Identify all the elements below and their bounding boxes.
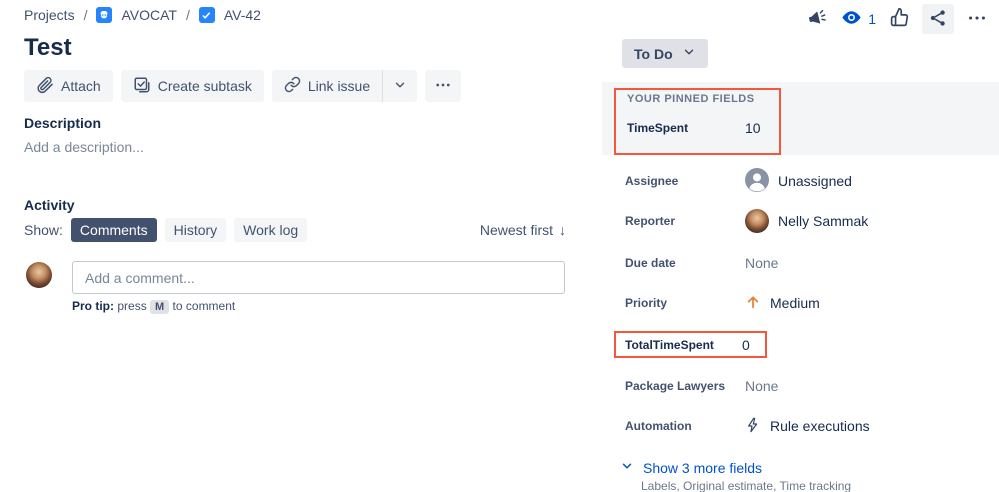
field-value-automation[interactable]: Rule executions [745,416,870,437]
reporter-value: Nelly Sammak [778,213,869,229]
eye-icon [840,6,863,32]
field-row-due-date: Due date None [625,254,990,272]
link-issue-dropdown-button[interactable] [382,70,418,102]
breadcrumb-issue-key[interactable]: AV-42 [223,7,261,23]
paperclip-icon [36,76,54,97]
create-subtask-button[interactable]: Create subtask [120,70,264,102]
chevron-down-icon [393,78,407,95]
more-actions-button[interactable] [961,4,993,34]
priority-medium-icon [745,294,761,313]
assignee-value: Unassigned [778,173,852,189]
comment-pro-tip: Pro tip: press M to comment [72,299,236,314]
hidden-fields-summary: Labels, Original estimate, Time tracking [641,479,852,492]
ellipsis-icon [434,76,452,97]
share-icon [928,8,948,31]
field-label: TotalTimeSpent [625,337,714,352]
field-row-package-lawyers: Package Lawyers None [625,377,990,395]
lightning-icon [745,416,761,437]
thumbs-up-icon [889,7,910,31]
priority-value: Medium [770,295,820,311]
reporter-avatar [745,209,769,233]
field-value-due-date[interactable]: None [745,255,779,271]
field-row-automation: Automation Rule executions [625,414,990,438]
issue-action-icons: 1 [801,4,993,34]
current-user-avatar [26,262,52,288]
project-avatar-icon [96,7,113,23]
chevron-down-icon [620,459,634,476]
attach-label: Attach [61,78,101,94]
pinned-fields-highlight-box [614,88,781,155]
task-type-icon [198,7,215,23]
field-label: Priority [625,296,668,310]
tab-comments[interactable]: Comments [70,218,157,242]
show-label: Show: [24,222,63,238]
field-value-assignee[interactable]: Unassigned [745,167,852,195]
show-more-fields-link[interactable]: Show 3 more fields [620,459,762,476]
field-value-package-lawyers[interactable]: None [745,378,779,394]
subtask-icon [133,76,151,97]
arrow-down-icon: ↓ [559,222,566,238]
field-label: Package Lawyers [625,379,726,393]
automation-value: Rule executions [770,418,870,434]
share-button[interactable] [922,4,954,34]
field-label: Reporter [625,214,676,228]
field-value-reporter[interactable]: Nelly Sammak [745,209,868,233]
link-issue-label: Link issue [307,78,371,94]
status-dropdown[interactable]: To Do [622,39,708,68]
feedback-button[interactable] [801,4,833,34]
unassigned-avatar-icon [745,167,769,195]
ellipsis-icon [966,7,988,32]
description-heading: Description [24,115,102,131]
issue-title[interactable]: Test [24,34,72,61]
issue-toolbar: Attach Create subtask Link issue [24,70,462,102]
keyboard-key-m: M [150,300,170,314]
toolbar-more-button[interactable] [425,70,462,102]
link-issue-button[interactable]: Link issue [271,70,383,102]
field-value-priority[interactable]: Medium [745,294,820,313]
activity-heading: Activity [24,197,75,213]
create-subtask-label: Create subtask [157,78,252,94]
link-issue-split-button: Link issue [271,70,418,102]
sort-order-button[interactable]: Newest first ↓ [480,222,566,238]
breadcrumb-separator: / [83,7,88,23]
pro-tip-suffix: to comment [172,299,236,313]
pinned-field-value[interactable]: 10 [745,120,761,136]
breadcrumb: Projects / AVOCAT / AV-42 [24,7,261,23]
pinned-field-label: TimeSpent [627,121,689,135]
megaphone-icon [806,7,828,32]
field-label: Due date [625,256,676,270]
field-label: Automation [625,419,692,433]
field-row-priority: Priority Medium [625,292,990,314]
pinned-fields-heading: YOUR PINNED FIELDS [627,93,755,105]
breadcrumb-projects[interactable]: Projects [24,7,75,23]
description-placeholder[interactable]: Add a description... [24,139,144,155]
total-time-spent-highlight-box: TotalTimeSpent 0 [614,331,767,358]
field-row-reporter: Reporter Nelly Sammak [625,209,990,233]
tab-worklog[interactable]: Work log [234,218,308,242]
sort-label: Newest first [479,222,553,238]
breadcrumb-project[interactable]: AVOCAT [121,7,177,23]
pinned-fields-panel [602,82,999,155]
field-label: Assignee [625,174,679,188]
chevron-down-icon [682,45,696,62]
tab-history[interactable]: History [164,218,227,242]
show-more-label: Show 3 more fields [643,459,763,476]
attach-button[interactable]: Attach [24,70,113,102]
watch-button[interactable]: 1 [840,4,876,34]
pro-tip-press: press [117,299,147,313]
activity-filter-row: Show: Comments History Work log Newest f… [24,218,566,242]
field-row-assignee: Assignee Unassigned [625,167,990,195]
field-value-total-time-spent[interactable]: 0 [742,336,750,353]
watch-count: 1 [868,11,876,27]
status-label: To Do [634,45,673,62]
link-icon [284,76,301,96]
pro-tip-label: Pro tip: [72,299,114,313]
comment-input[interactable] [72,261,565,294]
breadcrumb-separator: / [185,7,190,23]
vote-button[interactable] [883,4,915,34]
